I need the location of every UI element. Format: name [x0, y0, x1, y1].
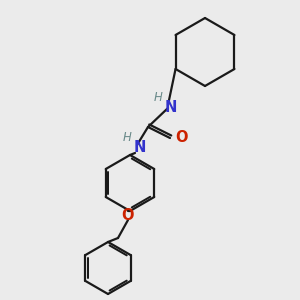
Text: H: H — [123, 131, 132, 144]
Text: O: O — [122, 208, 134, 223]
Text: N: N — [134, 140, 146, 155]
Text: N: N — [165, 100, 177, 116]
Text: H: H — [154, 91, 163, 104]
Text: O: O — [175, 130, 188, 146]
